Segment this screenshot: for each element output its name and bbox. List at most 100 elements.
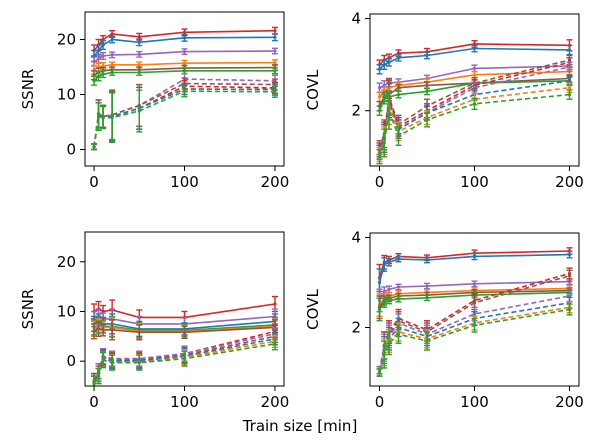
panel-1-series	[91, 26, 278, 151]
panel-1-series-12-point	[101, 116, 105, 120]
panel-1-xtick-label: 100	[170, 173, 199, 191]
panel-2-series-6-point	[377, 109, 382, 113]
panel-1-series-12-point	[273, 90, 277, 94]
panel-4-series-6-point	[377, 307, 382, 312]
panel-4-series-12-point	[382, 352, 386, 357]
panel-3-series-12-point	[110, 361, 114, 365]
panel-3-series-12-point	[273, 342, 277, 346]
panel-2-series-2-point	[396, 56, 401, 60]
panel-1-series-1-point	[182, 30, 187, 34]
panel-1-series-4-point	[182, 61, 187, 65]
panel-4: 0 100 200 2 4 COVL	[304, 229, 584, 412]
panel-2-series-12-point	[472, 102, 477, 106]
panel-3-series-12	[91, 337, 278, 386]
panel-1-series-2-point	[96, 48, 101, 53]
panel-4-xtick-label: 200	[555, 393, 584, 411]
panel-4-series-6-point	[387, 298, 391, 303]
panel-2-series-3-point	[472, 66, 477, 70]
panel-1-series-3-point	[96, 57, 101, 61]
panel-1-series-1-point	[137, 35, 141, 39]
panel-2-series-5-point	[396, 86, 401, 90]
panel-1-series-6-point	[182, 69, 187, 73]
panel-2-xtick-label: 100	[460, 173, 489, 191]
panel-1-series-12-point	[137, 109, 141, 113]
panel-3-xtick-label: 200	[261, 393, 290, 411]
panel-1-xtick-label: 0	[89, 173, 99, 191]
panel-1-series-3-point	[101, 54, 105, 58]
panel-1-series-6-point	[273, 69, 277, 73]
panel-3-series-6-point	[92, 329, 96, 333]
panel-2-series-4-point	[472, 73, 477, 77]
panel-2-series-2-point	[425, 53, 429, 58]
panel-4-series-12-point	[472, 323, 477, 327]
panel-2-xtick-label: 200	[555, 173, 584, 191]
panel-4-series-2	[376, 250, 573, 297]
panel-2-series-12-point	[387, 109, 391, 113]
panel-4-series-12-point	[396, 332, 401, 336]
panel-4-series-3-point	[472, 282, 477, 286]
panel-2: 0 100 200 2 4 COVL	[304, 10, 584, 191]
panel-3-series-12-point	[92, 381, 96, 386]
panel-2-series-4-point	[377, 95, 382, 99]
panel-3-series-1-point	[273, 302, 277, 306]
panel-4-series-8-point	[472, 301, 477, 305]
panel-3: 0 100 200 0 10 20 SSNR	[19, 231, 290, 411]
panel-4-ylabel: COVL	[304, 289, 322, 330]
panel-2-ylabel: COVL	[304, 69, 322, 110]
panel-1-series-2-point	[182, 36, 187, 40]
panel-2-series-12	[376, 89, 573, 165]
panel-1-series-6	[91, 67, 278, 86]
panel-1-series-12-point	[96, 114, 101, 119]
panel-1: 0 100 200 0 10 20 SSNR	[19, 11, 290, 191]
panel-3-series	[91, 295, 278, 386]
panel-4-series-12	[376, 303, 573, 377]
panel-2-series-2-point	[387, 60, 391, 64]
panel-1-series-12-point	[182, 89, 187, 93]
panel-4-series-2-point	[377, 280, 382, 285]
panel-3-series-6-point	[96, 327, 101, 331]
panel-2-series-6-point	[425, 89, 429, 93]
panel-2-series-2	[376, 44, 573, 75]
panel-1-ytick-label: 20	[57, 31, 76, 49]
panel-1-series-4-point	[101, 64, 105, 68]
panel-4-series-12-point	[387, 341, 391, 345]
panel-3-ytick-label: 20	[57, 253, 76, 271]
panel-1-series-4-point	[273, 61, 277, 65]
panel-1-ytick-label: 0	[66, 141, 76, 159]
shared-xlabel: Train size [min]	[242, 417, 358, 435]
panel-4-series-6-point	[396, 297, 401, 301]
panel-1-xtick-label: 200	[261, 173, 290, 191]
panel-3-series-6-point	[182, 330, 187, 334]
panel-1-series-4-point	[110, 63, 114, 67]
panel-2-series-6-point	[396, 93, 401, 97]
panel-2-series-9-point	[567, 65, 572, 69]
panel-4-series-12-point	[425, 339, 429, 343]
panel-2-series-10-point	[567, 79, 572, 83]
panel-3-series-12-point	[137, 361, 141, 365]
panel-4-ytick-label: 2	[351, 319, 361, 337]
panel-3-ylabel: SSNR	[19, 289, 37, 330]
panel-2-ytick-label: 4	[351, 10, 361, 28]
panel-2-series-3-point	[377, 86, 382, 90]
panel-2-series-12-point	[567, 93, 572, 97]
panel-2-series-12-point	[425, 118, 429, 122]
panel-4-series-12-point	[567, 307, 572, 312]
panel-4-series-8-point	[567, 274, 572, 278]
panel-2-series-12-point	[396, 134, 401, 138]
panel-2-series-5-point	[425, 83, 429, 87]
panel-1-series-12-point	[92, 145, 96, 149]
panel-2-series-3-point	[382, 83, 386, 87]
panel-2-series-6-point	[382, 97, 386, 101]
panel-1-series-6-point	[92, 79, 96, 83]
panel-1-series-2-point	[101, 43, 105, 47]
panel-1-series-2-point	[273, 35, 277, 39]
panel-4-series-2-point	[567, 253, 572, 257]
panel-3-series-6	[91, 319, 278, 341]
panel-1-series-3-point	[182, 50, 187, 54]
panel-3-series-6-point	[101, 328, 105, 332]
panel-4-series-6-point	[382, 301, 386, 305]
panel-3-series-6-point	[137, 330, 141, 334]
